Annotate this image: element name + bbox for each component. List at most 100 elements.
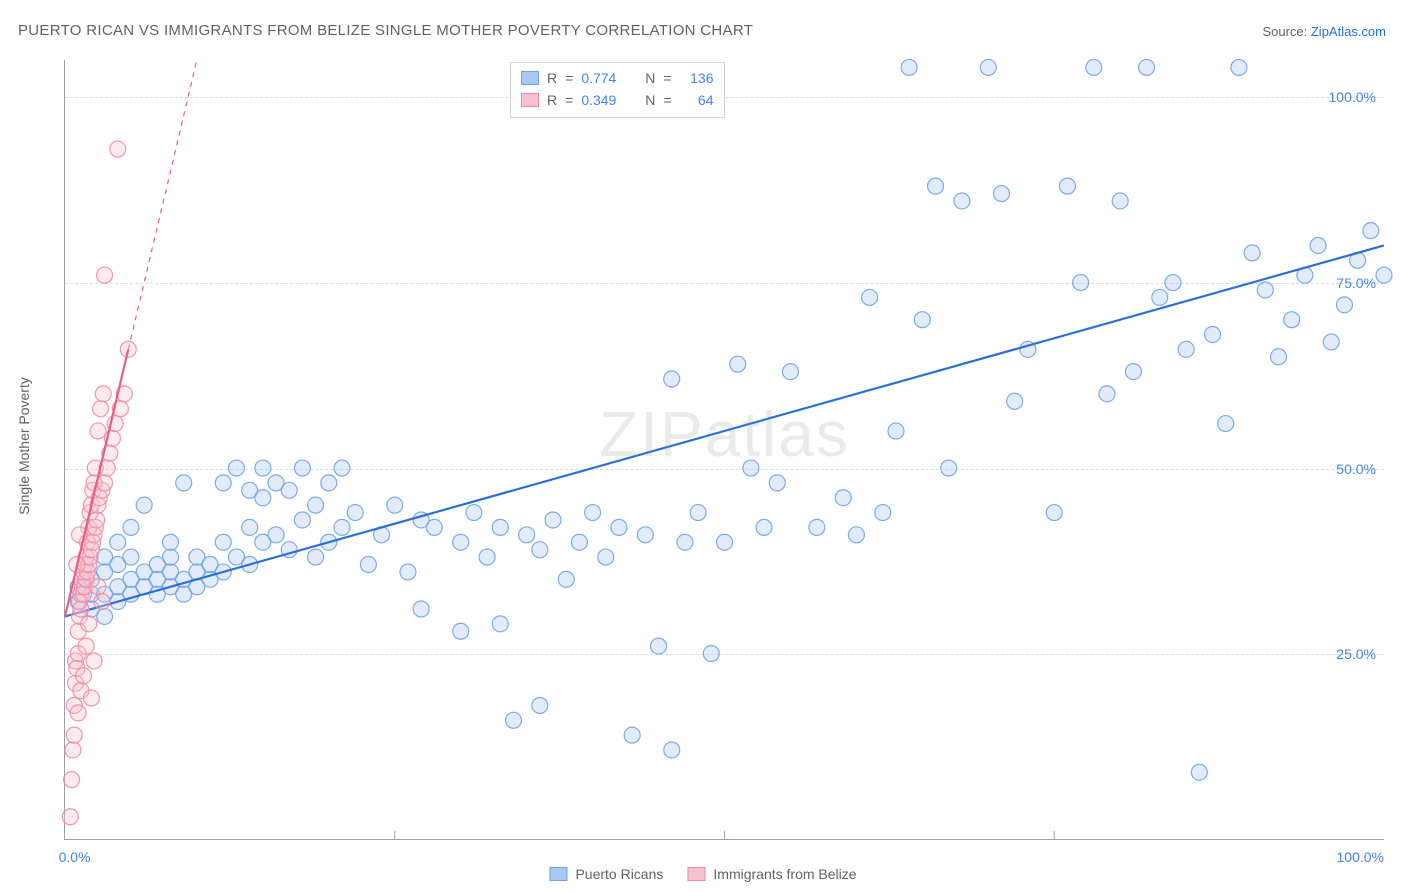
data-point [90, 423, 106, 439]
plot-area: ZIPatlas 25.0%50.0%75.0%100.0%0.0%100.0% [64, 60, 1384, 840]
data-point [1376, 267, 1392, 283]
data-point [1086, 59, 1102, 75]
source-link[interactable]: ZipAtlas.com [1311, 24, 1386, 39]
source-attribution: Source: ZipAtlas.com [1262, 24, 1386, 39]
data-point [97, 267, 113, 283]
data-point [756, 519, 772, 535]
legend-correlation-row: R=0.774 N=136 [521, 67, 714, 89]
data-point [875, 505, 891, 521]
data-point [941, 460, 957, 476]
data-point [75, 668, 91, 684]
data-point [545, 512, 561, 528]
data-point [308, 549, 324, 565]
data-point [532, 542, 548, 558]
data-point [89, 512, 105, 528]
data-point [163, 549, 179, 565]
data-point [769, 475, 785, 491]
data-point [176, 475, 192, 491]
data-point [73, 601, 89, 617]
data-point [242, 519, 258, 535]
data-point [690, 505, 706, 521]
trendline-extension [128, 60, 197, 349]
data-point [97, 608, 113, 624]
data-point [571, 534, 587, 550]
legend-n-value: 136 [680, 67, 714, 89]
legend-r-value: 0.349 [581, 89, 633, 111]
data-point [334, 460, 350, 476]
data-point [294, 512, 310, 528]
data-point [703, 646, 719, 662]
data-point [954, 193, 970, 209]
data-point [1165, 275, 1181, 291]
data-point [1310, 237, 1326, 253]
legend-series-label: Immigrants from Belize [713, 866, 856, 882]
data-point [78, 638, 94, 654]
data-point [492, 519, 508, 535]
data-point [730, 356, 746, 372]
data-point [228, 460, 244, 476]
data-point [453, 534, 469, 550]
legend-eq: = [663, 67, 671, 89]
data-point [1257, 282, 1273, 298]
legend-series: Puerto Ricans Immigrants from Belize [549, 866, 856, 882]
data-point [215, 475, 231, 491]
data-point [558, 571, 574, 587]
data-point [835, 490, 851, 506]
data-point [62, 809, 78, 825]
x-tick-label: 0.0% [59, 849, 91, 865]
data-point [95, 386, 111, 402]
data-point [466, 505, 482, 521]
data-point [611, 519, 627, 535]
data-point [268, 527, 284, 543]
data-point [86, 653, 102, 669]
data-point [453, 623, 469, 639]
data-point [123, 549, 139, 565]
data-point [1284, 312, 1300, 328]
data-point [809, 519, 825, 535]
data-point [1270, 349, 1286, 365]
data-point [294, 460, 310, 476]
legend-series-label: Puerto Ricans [575, 866, 663, 882]
data-point [215, 534, 231, 550]
trendline [65, 245, 1384, 616]
data-point [334, 519, 350, 535]
data-point [255, 490, 271, 506]
data-point [505, 712, 521, 728]
data-point [1178, 341, 1194, 357]
legend-correlation-row: R=0.349 N=64 [521, 89, 714, 111]
data-point [136, 497, 152, 513]
data-point [1046, 505, 1062, 521]
data-point [70, 705, 86, 721]
legend-swatch [549, 867, 567, 881]
data-point [598, 549, 614, 565]
data-point [347, 505, 363, 521]
data-point [387, 497, 403, 513]
data-point [360, 557, 376, 573]
data-point [1336, 297, 1352, 313]
data-point [110, 141, 126, 157]
data-point [1059, 178, 1075, 194]
data-point [637, 527, 653, 543]
data-point [93, 401, 109, 417]
x-tick-label: 100.0% [1337, 849, 1384, 865]
data-point [862, 289, 878, 305]
data-point [664, 371, 680, 387]
data-point [914, 312, 930, 328]
data-point [413, 601, 429, 617]
legend-r-value: 0.774 [581, 67, 633, 89]
data-point [677, 534, 693, 550]
data-point [1244, 245, 1260, 261]
data-point [519, 527, 535, 543]
data-point [110, 534, 126, 550]
legend-eq: = [565, 89, 573, 111]
data-point [1139, 59, 1155, 75]
legend-eq: = [565, 67, 573, 89]
data-point [1231, 59, 1247, 75]
legend-n-label: N [641, 89, 655, 111]
data-point [743, 460, 759, 476]
data-point [66, 727, 82, 743]
data-point [426, 519, 442, 535]
data-point [1191, 764, 1207, 780]
data-point [321, 475, 337, 491]
data-point [532, 697, 548, 713]
